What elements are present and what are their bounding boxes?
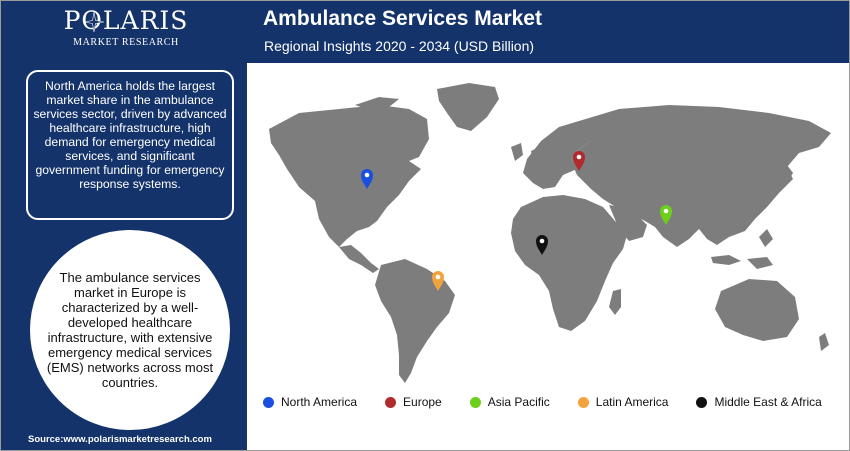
region-markers	[361, 151, 672, 291]
map-pin-icon	[432, 271, 444, 291]
legend: North America Europe Asia Pacific Latin …	[263, 394, 843, 410]
europe-insight-circle: The ambulance services market in Europe …	[27, 227, 233, 433]
north-america-insight-text: North America holds the largest market s…	[33, 79, 227, 191]
legend-label: North America	[281, 395, 358, 409]
legend-dot-latin-america	[577, 396, 589, 408]
legend-item-middle-east-africa: Middle East & Africa	[696, 395, 822, 409]
legend-dot-north-america	[263, 396, 274, 408]
legend-item-latin-america: Latin America	[577, 395, 669, 409]
source-note: Source:www.polarismarketresearch.com	[28, 434, 212, 445]
legend-dot-middle-east-africa	[696, 396, 708, 408]
compass-star-icon	[83, 11, 105, 33]
europe-insight-text: The ambulance services market in Europe …	[46, 270, 214, 390]
world-landmass	[269, 83, 831, 383]
legend-dot-asia-pacific	[469, 396, 481, 408]
chart-subtitle: Regional Insights 2020 - 2034 (USD Billi…	[264, 38, 535, 54]
logo-subtitle: MARKET RESEARCH	[73, 37, 179, 48]
world-map	[269, 83, 831, 383]
legend-label: Europe	[403, 395, 442, 409]
chart-title: Ambulance Services Market	[263, 7, 542, 30]
logo-name: POLARIS	[63, 6, 189, 35]
polaris-logo: POLARIS MARKET RESEARCH	[61, 7, 191, 55]
north-america-insight-box: North America holds the largest market s…	[26, 70, 234, 220]
legend-label: Asia Pacific	[487, 395, 550, 409]
legend-item-asia-pacific: Asia Pacific	[469, 395, 550, 409]
legend-dot-europe	[385, 396, 397, 408]
legend-label: Latin America	[595, 395, 669, 409]
legend-label: Middle East & Africa	[714, 395, 822, 409]
legend-item-north-america: North America	[263, 395, 357, 409]
legend-item-europe: Europe	[385, 395, 442, 409]
map-pin-icon	[361, 169, 373, 189]
map-pin-icon	[536, 235, 548, 255]
map-pin-icon	[573, 151, 585, 171]
header-bar	[247, 1, 849, 63]
map-pin-icon	[660, 205, 672, 225]
